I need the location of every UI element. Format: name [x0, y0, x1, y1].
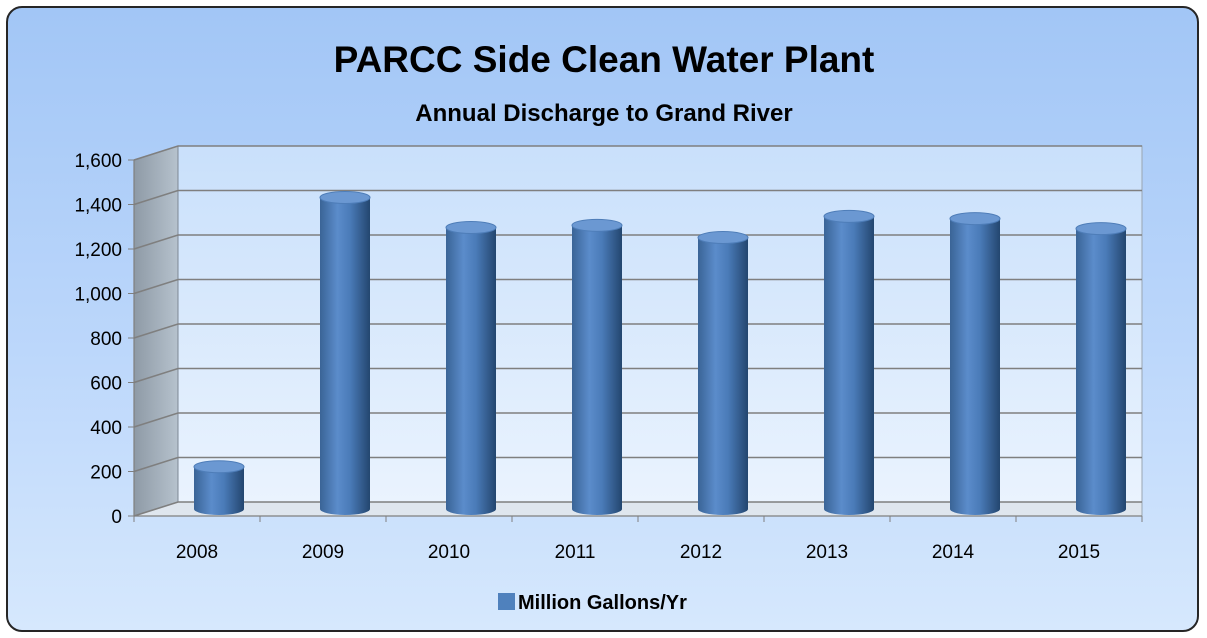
bar-body — [698, 237, 748, 516]
gridline — [133, 412, 1142, 428]
bar-body — [446, 227, 496, 515]
bar-body — [1076, 228, 1126, 515]
x-tick-label: 2009 — [302, 542, 344, 563]
bar-top — [697, 231, 749, 245]
y-tick-label: 0 — [111, 507, 122, 528]
x-tick-label: 2011 — [555, 542, 596, 563]
y-tick-label: 400 — [90, 418, 122, 439]
bar-2009 — [319, 191, 371, 515]
y-tick-label: 200 — [90, 463, 122, 484]
bar-2010 — [445, 221, 497, 515]
x-tick-label: 2014 — [932, 542, 975, 563]
bar-body — [320, 197, 370, 515]
gridlines — [128, 145, 1142, 517]
legend-label: Million Gallons/Yr — [518, 592, 687, 614]
gridline — [133, 456, 1142, 473]
y-tick-label: 1,200 — [74, 240, 122, 261]
chart-svg: PARCC Side Clean Water Plant Annual Disc… — [74, 39, 1143, 614]
gridline — [133, 145, 1142, 161]
gridline — [133, 501, 1142, 517]
bar-top — [193, 460, 245, 474]
gridline — [133, 367, 1142, 384]
y-tick-label: 1,600 — [74, 151, 122, 172]
gridline — [133, 234, 1142, 250]
bar-2013 — [823, 209, 875, 515]
legend: Million Gallons/Yr — [498, 592, 687, 614]
y-axis-tick-labels: 0 200 400 600 800 1,000 1,200 1,400 1,600 — [74, 151, 122, 528]
bar-top — [823, 209, 875, 223]
bar-top — [445, 221, 497, 235]
legend-swatch — [498, 593, 515, 610]
bar-2014 — [949, 212, 1001, 515]
x-tick-label: 2013 — [806, 542, 848, 563]
x-tick-label: 2008 — [176, 542, 218, 563]
x-tick-label: 2015 — [1058, 542, 1100, 563]
y-tick-label: 1,000 — [74, 285, 122, 306]
gridline — [133, 323, 1142, 339]
bar-body — [824, 216, 874, 515]
bar-body — [572, 225, 622, 515]
y-tick-label: 600 — [90, 374, 122, 395]
chart-frame: PARCC Side Clean Water Plant Annual Disc… — [6, 6, 1199, 632]
chart-title: PARCC Side Clean Water Plant — [334, 39, 875, 80]
bar-top — [319, 191, 371, 204]
bar-body — [194, 466, 244, 515]
bar-2015 — [1075, 222, 1127, 515]
x-tick-label: 2010 — [428, 542, 470, 563]
bar-2008 — [193, 460, 245, 515]
gridline — [133, 189, 1142, 206]
bars — [193, 191, 1127, 516]
y-tick-label: 800 — [90, 329, 122, 350]
bar-top — [1075, 222, 1127, 236]
bar-top — [571, 218, 623, 232]
gridline — [133, 278, 1142, 295]
x-tick-label: 2012 — [680, 542, 722, 563]
bar-body — [950, 218, 1000, 515]
bar-2011 — [571, 218, 623, 515]
y-tick-label: 1,400 — [74, 196, 122, 217]
chart-subtitle: Annual Discharge to Grand River — [415, 100, 792, 127]
x-axis-tick-labels: 2008 2009 2010 2011 2012 2013 2014 2015 — [133, 516, 1143, 563]
bar-top — [949, 212, 1001, 226]
bar-2012 — [697, 231, 749, 516]
